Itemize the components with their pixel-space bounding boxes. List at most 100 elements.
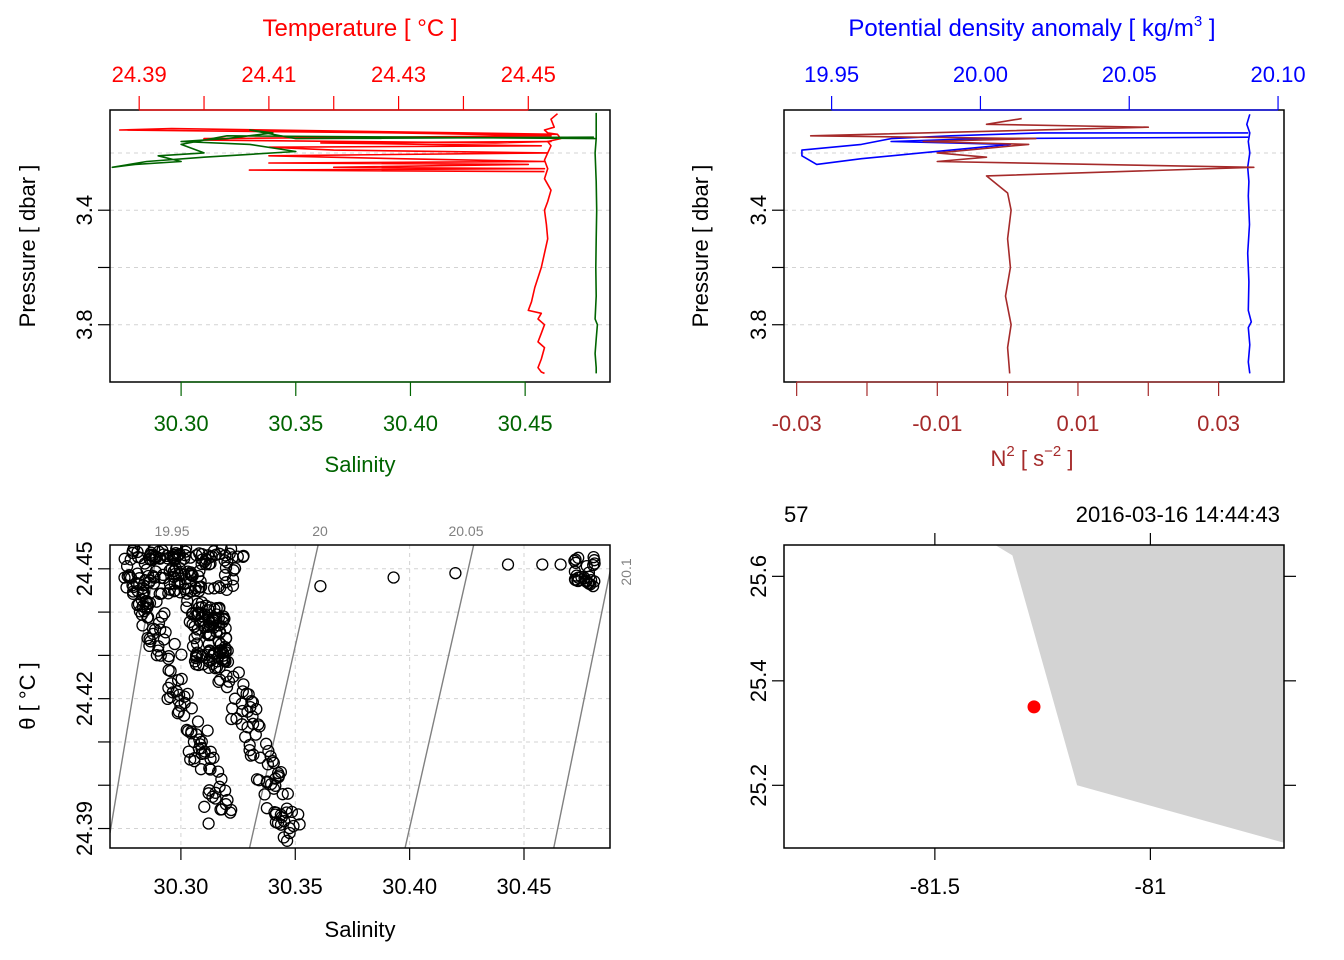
ts-point	[501, 558, 515, 571]
ts-point	[280, 834, 294, 847]
ts-point	[245, 694, 258, 708]
ts-point	[209, 548, 223, 561]
ts-point	[572, 551, 585, 564]
ts-point	[212, 635, 225, 648]
ts-point	[211, 765, 225, 778]
p2-bottom-title-text: N	[991, 446, 1007, 471]
ts-point	[185, 727, 198, 740]
p2-bottom-tick-label: -0.03	[772, 411, 822, 436]
ts-point	[148, 623, 162, 636]
p2-series-line-1	[801, 132, 1249, 166]
ts-point	[146, 553, 159, 567]
ts-point	[213, 673, 227, 686]
ts-point	[232, 666, 245, 679]
ts-point	[186, 569, 199, 583]
ts-point	[158, 607, 171, 620]
ts-point	[178, 696, 191, 710]
p2-bottom-title: N2 [ s−2 ]	[991, 443, 1074, 471]
ts-point	[118, 552, 131, 565]
ts-point	[260, 802, 274, 815]
ts-point	[214, 581, 227, 594]
p2-y-tick-label: 3.8	[746, 309, 771, 340]
p3-y-tick-label: 24.39	[72, 801, 97, 856]
ts-point	[144, 635, 157, 648]
ts-point	[244, 700, 257, 714]
p3-y-tick-label: 24.45	[72, 541, 97, 596]
p1-series-line-1	[594, 112, 599, 374]
p1-series-line-0	[527, 113, 562, 375]
ts-point	[246, 717, 260, 730]
ts-point	[163, 578, 177, 591]
ts-point	[152, 616, 166, 629]
ts-point	[199, 553, 213, 566]
ts-point	[206, 790, 219, 803]
p2-bottom-tick-label: 0.03	[1197, 411, 1240, 436]
station-datetime: 2016-03-16 14:44:43	[1076, 502, 1280, 527]
p4-y-tick-label: 25.4	[746, 659, 771, 702]
ts-point	[283, 826, 296, 840]
ts-point	[293, 818, 306, 831]
ts-point	[156, 568, 170, 582]
p2-series-line-0	[1246, 114, 1253, 374]
ts-point	[226, 579, 240, 592]
ts-point	[175, 672, 188, 686]
p4-y-tick-label: 25.2	[746, 764, 771, 807]
p2-top-title-text: Potential density anomaly [ kg/m	[848, 15, 1194, 42]
ts-point	[203, 762, 216, 775]
p1-top-tick-label: 24.41	[241, 62, 296, 87]
p2-bottom-tick-label: 0.01	[1057, 411, 1100, 436]
ts-diagram-panel: 30.30 30.35 30.40 30.45 24.39 24.42 24.45 19.9…	[15, 523, 634, 942]
ts-point	[196, 658, 210, 671]
ts-point	[554, 558, 567, 571]
ts-point	[202, 817, 215, 830]
ts-point	[568, 554, 581, 567]
p3-x-tick-label: 30.35	[268, 874, 323, 899]
p2-y-tick-label: 3.4	[746, 195, 771, 226]
ts-point	[188, 631, 201, 645]
ts-point	[169, 562, 183, 575]
ts-point	[154, 623, 167, 636]
ts-point	[276, 788, 289, 801]
ts-point	[166, 551, 179, 564]
p4-frame	[783, 544, 1285, 849]
ts-point	[201, 620, 215, 633]
temperature-salinity-panel: 24.39 24.41 24.43 24.45 30.30 30.35 30.40 30.45…	[15, 15, 611, 477]
p4-x-tick-label: -81.5	[910, 874, 960, 899]
ts-point	[242, 688, 255, 701]
ts-point	[126, 546, 139, 559]
isopycnal-label-20-1: 20.1	[618, 558, 634, 585]
isopycnal-label-20-05: 20.05	[448, 523, 483, 539]
p2-top-title: Potential density anomaly [ kg/m3 ]	[848, 13, 1215, 42]
ts-point	[136, 619, 149, 632]
p3-x-title: Salinity	[325, 917, 396, 942]
p1-bottom-tick-label: 30.45	[498, 411, 553, 436]
ts-point	[536, 558, 549, 571]
ts-point	[314, 579, 327, 593]
p1-top-tick-label: 24.39	[112, 62, 167, 87]
ts-point	[588, 554, 601, 567]
p1-y-tick-label: 3.8	[72, 309, 97, 340]
p1-y-title: Pressure [ dbar ]	[15, 165, 40, 328]
ts-point	[155, 610, 169, 623]
isopycnal-label-19-95: 19.95	[154, 523, 189, 539]
p2-series-line-2	[809, 117, 1255, 374]
ts-point	[185, 607, 199, 621]
ts-point	[230, 712, 243, 725]
ts-point	[204, 745, 217, 758]
ts-point	[205, 649, 219, 663]
p1-bottom-tick-label: 30.40	[383, 411, 438, 436]
p2-y-title: Pressure [ dbar ]	[688, 165, 713, 328]
ts-point	[204, 752, 217, 765]
ts-point	[191, 715, 205, 728]
p3-frame	[109, 544, 611, 849]
isopycnal-label-20: 20	[312, 523, 328, 539]
ts-point	[190, 728, 203, 741]
density-stability-panel: 19.95 20.00 20.05 20.10 -0.03 -0.01 0.01 0.03 3.…	[688, 13, 1306, 471]
isopycnal-line-0	[110, 545, 159, 833]
p3-y-tick-label: 24.42	[72, 671, 97, 726]
p2-bottom-title-sup: 2	[1006, 443, 1014, 460]
land-polygon	[995, 545, 1284, 843]
ts-point	[213, 780, 226, 793]
ts-point	[164, 691, 177, 704]
